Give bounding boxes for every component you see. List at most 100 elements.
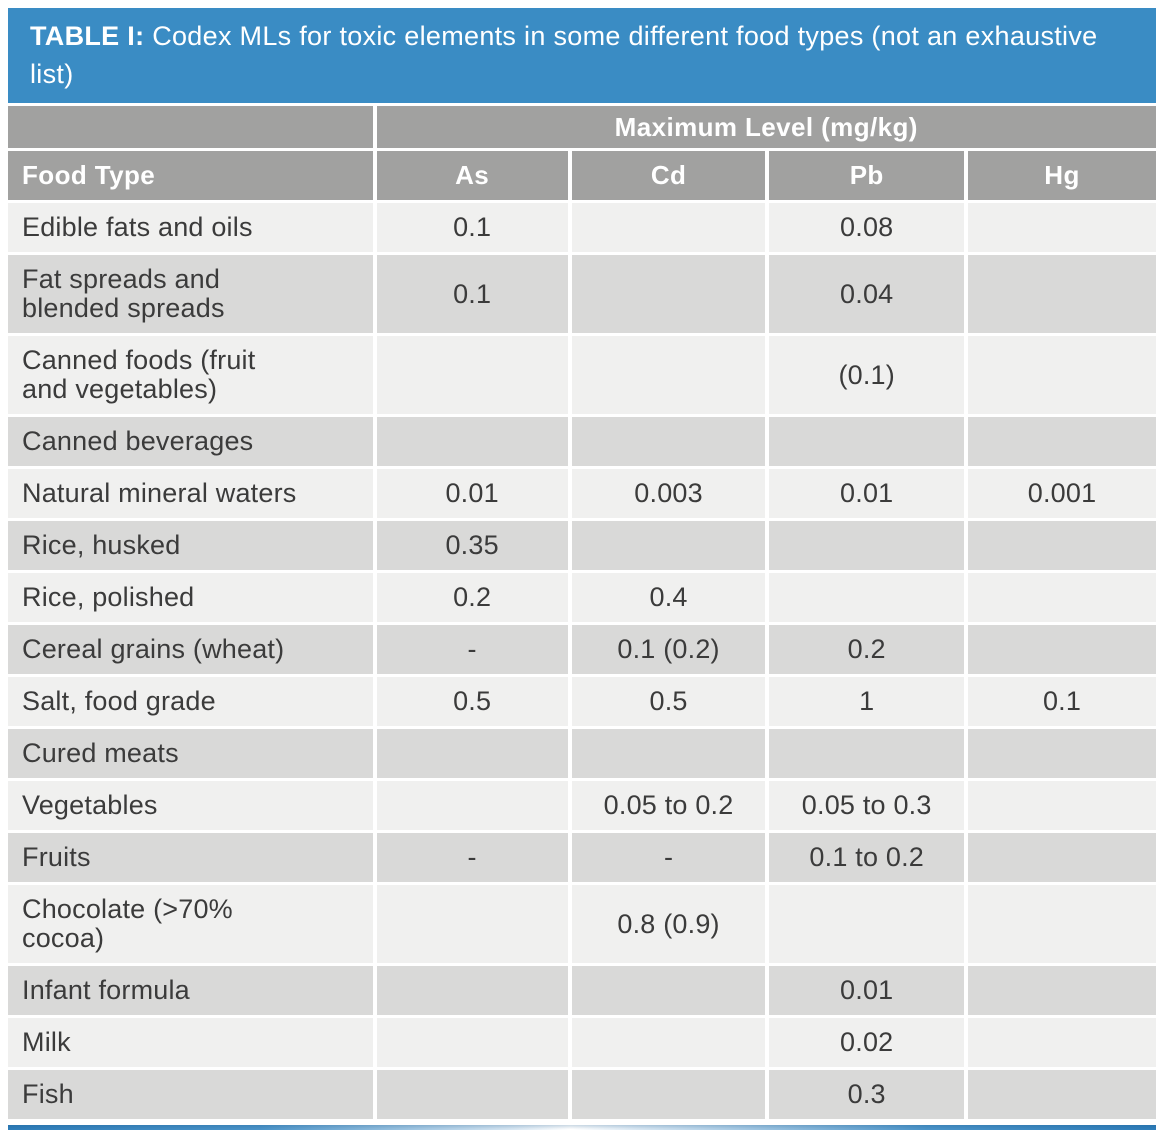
ml-value-cell: 0.5 [571, 677, 766, 726]
food-type-cell: Fat spreads and blended spreads [8, 255, 373, 333]
table-row: Milk 0.02 [8, 1018, 1156, 1067]
ml-value-cell [571, 1070, 766, 1119]
table-row: Fish 0.3 [8, 1070, 1156, 1119]
ml-value-cell [571, 521, 766, 570]
column-header-row: Food Type As Cd Pb Hg [8, 151, 1156, 200]
ml-value-cell [968, 336, 1156, 414]
ml-value-cell [376, 966, 568, 1015]
column-header-as: As [376, 151, 568, 200]
ml-value-cell [968, 833, 1156, 882]
column-header-food-type: Food Type [8, 151, 373, 200]
ml-value-cell [968, 966, 1156, 1015]
food-type-cell: Rice, polished [8, 573, 373, 622]
table-row: Canned foods (fruit and vegetables) (0.1) [8, 336, 1156, 414]
food-type-cell: Infant formula [8, 966, 373, 1015]
ml-value-cell [968, 573, 1156, 622]
table-row: Infant formula 0.01 [8, 966, 1156, 1015]
ml-value-cell: 0.2 [376, 573, 568, 622]
ml-value-cell [968, 781, 1156, 830]
column-header-cd: Cd [571, 151, 766, 200]
ml-value-cell: 0.08 [769, 203, 965, 252]
ml-value-cell: 0.5 [376, 677, 568, 726]
ml-value-cell: 0.003 [571, 469, 766, 518]
ml-value-cell [571, 203, 766, 252]
ml-value-cell: 0.1 (0.2) [571, 625, 766, 674]
ml-value-cell: 1 [769, 677, 965, 726]
group-header-cell: Maximum Level (mg/kg) [376, 106, 1156, 148]
food-type-cell: Canned beverages [8, 417, 373, 466]
ml-value-cell: 0.04 [769, 255, 965, 333]
ml-value-cell: 0.35 [376, 521, 568, 570]
table-title-bar: TABLE I: Codex MLs for toxic elements in… [8, 8, 1156, 103]
ml-value-cell [376, 417, 568, 466]
ml-value-cell: 0.1 [968, 677, 1156, 726]
food-type-cell: Milk [8, 1018, 373, 1067]
ml-value-cell [769, 521, 965, 570]
ml-value-cell: 0.01 [769, 469, 965, 518]
table-row: Cured meats [8, 729, 1156, 778]
table-row: Rice, polished 0.2 0.4 [8, 573, 1156, 622]
group-header-blank-cell [8, 106, 373, 148]
food-type-cell: Fish [8, 1070, 373, 1119]
table-body: Edible fats and oils 0.1 0.08 Fat spreads a… [8, 203, 1156, 1119]
ml-value-cell [968, 1070, 1156, 1119]
table-row: Salt, food grade 0.5 0.5 1 0.1 [8, 677, 1156, 726]
table-row: Cereal grains (wheat) -0.1 (0.2) 0.2 [8, 625, 1156, 674]
ml-value-cell: (0.1) [769, 336, 965, 414]
food-type-cell: Cured meats [8, 729, 373, 778]
ml-value-cell: - [376, 625, 568, 674]
codex-ml-table: Maximum Level (mg/kg) Food Type As Cd Pb Hg … [4, 103, 1160, 1122]
table-header: Maximum Level (mg/kg) Food Type As Cd Pb Hg [8, 106, 1156, 200]
food-type-cell: Salt, food grade [8, 677, 373, 726]
food-type-cell: Natural mineral waters [8, 469, 373, 518]
food-type-cell: Rice, husked [8, 521, 373, 570]
table-row: Chocolate (>70% cocoa) 0.8 (0.9) [8, 885, 1156, 963]
table-row: Canned beverages [8, 417, 1156, 466]
food-type-cell: Cereal grains (wheat) [8, 625, 373, 674]
table-row: Natural mineral waters 0.01 0.003 0.01 0.001 [8, 469, 1156, 518]
ml-value-cell [968, 417, 1156, 466]
ml-value-cell [376, 336, 568, 414]
food-type-cell: Fruits [8, 833, 373, 882]
ml-value-cell: 0.02 [769, 1018, 965, 1067]
ml-value-cell [571, 417, 766, 466]
ml-value-cell: 0.1 [376, 203, 568, 252]
ml-value-cell: 0.4 [571, 573, 766, 622]
ml-value-cell [769, 573, 965, 622]
food-type-cell: Edible fats and oils [8, 203, 373, 252]
table-title-text: Codex MLs for toxic elements in some dif… [30, 21, 1098, 89]
ml-value-cell [968, 255, 1156, 333]
food-type-cell: Vegetables [8, 781, 373, 830]
ml-value-cell [769, 885, 965, 963]
table-row: Fruits - -0.1 to 0.2 [8, 833, 1156, 882]
table-row: Edible fats and oils 0.1 0.08 [8, 203, 1156, 252]
ml-value-cell [968, 885, 1156, 963]
ml-value-cell [968, 203, 1156, 252]
ml-value-cell: 0.1 to 0.2 [769, 833, 965, 882]
ml-value-cell [968, 1018, 1156, 1067]
ml-value-cell: 0.8 (0.9) [571, 885, 766, 963]
ml-value-cell [376, 1018, 568, 1067]
ml-value-cell [968, 521, 1156, 570]
ml-value-cell: 0.01 [769, 966, 965, 1015]
ml-value-cell [769, 729, 965, 778]
ml-value-cell [376, 1070, 568, 1119]
ml-value-cell: 0.001 [968, 469, 1156, 518]
ml-value-cell: 0.3 [769, 1070, 965, 1119]
ml-value-cell: 0.1 [376, 255, 568, 333]
ml-value-cell: - [571, 833, 766, 882]
column-header-hg: Hg [968, 151, 1156, 200]
ml-value-cell [571, 966, 766, 1015]
food-type-cell: Canned foods (fruit and vegetables) [8, 336, 373, 414]
ml-value-cell [571, 729, 766, 778]
ml-value-cell: 0.01 [376, 469, 568, 518]
table-title-label: TABLE I: [30, 21, 145, 51]
column-header-pb: Pb [769, 151, 965, 200]
table-row: Rice, husked 0.35 [8, 521, 1156, 570]
ml-value-cell [571, 1018, 766, 1067]
ml-value-cell [968, 729, 1156, 778]
ml-value-cell: - [376, 833, 568, 882]
group-header-row: Maximum Level (mg/kg) [8, 106, 1156, 148]
ml-value-cell [376, 781, 568, 830]
